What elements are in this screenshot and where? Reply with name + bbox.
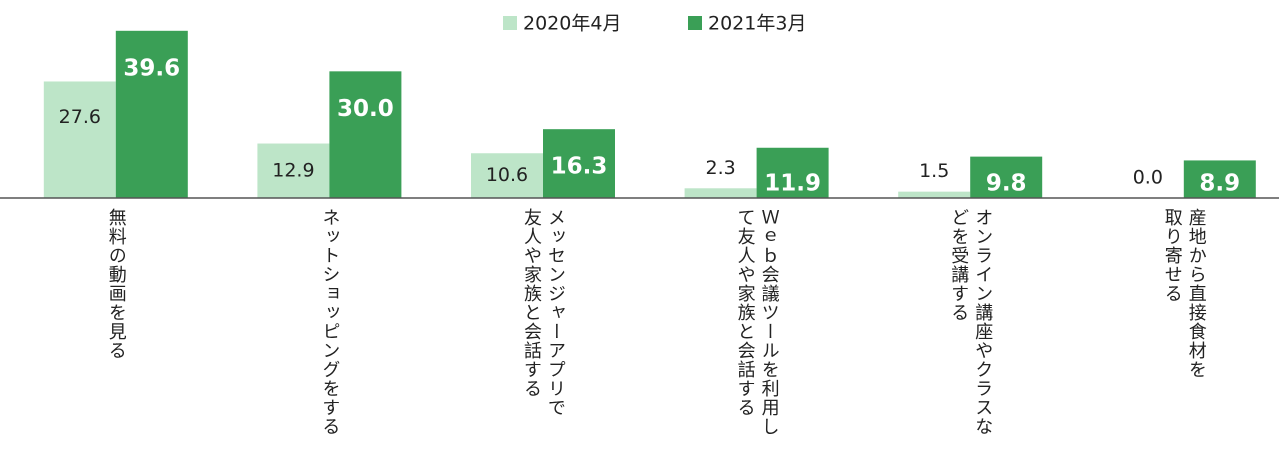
value-label: 9.8 (986, 171, 1027, 197)
value-label: 12.9 (272, 159, 314, 181)
value-label: 11.9 (764, 171, 821, 197)
bar (970, 156, 1043, 198)
value-label: 39.6 (123, 55, 180, 81)
bar (756, 147, 829, 198)
bar (329, 71, 402, 198)
value-label: 2.3 (705, 157, 735, 179)
x-tick-label: Ｗｅｂ会議ツールを利用し て友人や家族と会話する (734, 208, 780, 436)
bar (43, 81, 116, 198)
value-label: 10.6 (486, 164, 528, 186)
value-label: 0.0 (1133, 167, 1163, 189)
legend-swatch (688, 16, 702, 30)
value-label: 8.9 (1199, 171, 1240, 197)
value-label: 1.5 (919, 160, 949, 182)
bar (684, 188, 757, 198)
legend-swatch (503, 16, 517, 30)
legend-label: 2021年3月 (708, 13, 806, 35)
x-tick-label: オンライン講座やクラスな どを受講する (948, 208, 994, 436)
bar (898, 191, 971, 198)
bar (115, 30, 188, 198)
value-label: 27.6 (59, 106, 101, 128)
bar (471, 153, 543, 198)
value-label: 16.3 (551, 154, 608, 180)
bar (257, 143, 330, 198)
bar (543, 129, 615, 198)
x-tick-label: 無料の動画を見る (105, 208, 127, 360)
x-tick-label: メッセンジャーアプリで 友人や家族と会話する (521, 208, 566, 417)
x-tick-label: 産地から直接食材を 取り寄せる (1161, 208, 1207, 379)
bar (1183, 160, 1256, 198)
legend-label: 2020年4月 (523, 13, 621, 35)
value-label: 30.0 (337, 96, 394, 122)
x-tick-label: ネットショッピングをする (319, 208, 341, 436)
